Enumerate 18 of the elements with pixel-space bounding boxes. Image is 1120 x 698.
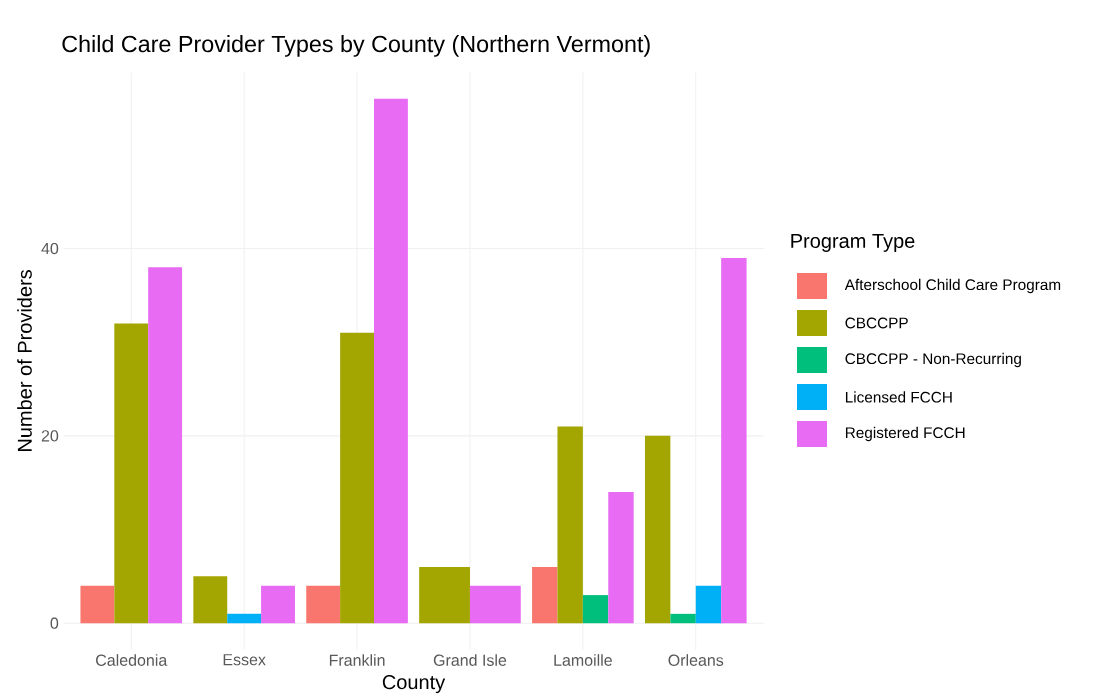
x-axis-title: County: [382, 675, 446, 694]
legend-label: Licensed FCCH: [845, 391, 952, 403]
y-tick-label: 0: [50, 617, 59, 630]
x-tick-label: Lamoille: [554, 654, 612, 667]
x-tick-label: Caledonia: [96, 654, 168, 667]
y-tick-label: 40: [41, 243, 59, 255]
x-tick-label: Grand Isle: [433, 654, 507, 667]
x-tick-label: Orleans: [668, 654, 724, 667]
legend-label: Afterschool Child Care Program: [844, 279, 1061, 294]
x-tick-label: Essex: [223, 654, 266, 666]
x-tick-label: Franklin: [329, 654, 385, 667]
legend-title: Program Type: [791, 234, 915, 253]
chart-title: Child Care Provider Types by County (Northern Vermont): [62, 35, 650, 58]
legend-label: CBCCPP - Non-Recurring: [845, 353, 1021, 368]
legend-label: CBCCPP: [845, 317, 908, 329]
y-axis-title: Number of Providers: [17, 270, 32, 452]
legend-label: Registered FCCH: [845, 427, 965, 442]
y-tick-label: 20: [41, 430, 59, 442]
